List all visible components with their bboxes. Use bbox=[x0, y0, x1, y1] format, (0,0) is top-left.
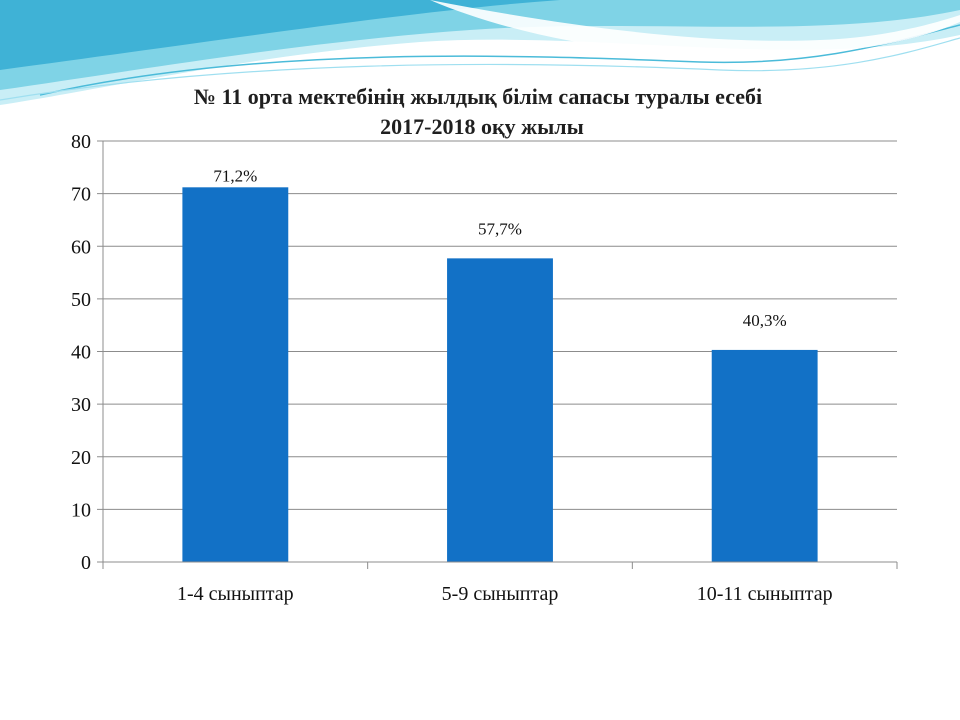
bar-2 bbox=[447, 258, 553, 562]
chart-title: № 11 орта мектебінің жылдық білім сапасы… bbox=[194, 84, 762, 139]
data-label: 57,7% bbox=[478, 219, 522, 238]
axes bbox=[97, 140, 898, 569]
y-tick-label: 40 bbox=[71, 342, 91, 364]
bars bbox=[182, 187, 818, 562]
y-tick-label: 10 bbox=[71, 499, 91, 521]
wave-line-2 bbox=[0, 37, 960, 101]
y-tick-label: 0 bbox=[81, 552, 91, 574]
y-tick-label: 50 bbox=[71, 289, 91, 311]
x-category-label: 5-9 сыныптар bbox=[442, 583, 559, 605]
y-tick-label: 20 bbox=[71, 447, 91, 469]
bar-3 bbox=[711, 349, 818, 562]
y-tick-label: 30 bbox=[71, 394, 91, 416]
x-category-label: 10-11 сыныптар bbox=[697, 583, 833, 605]
labels: 0 10 20 30 40 50 60 70 80 1-4 сыныптар 71,2% 5-9 сы… bbox=[71, 131, 833, 605]
y-tick-label: 60 bbox=[71, 236, 91, 258]
bar-1 bbox=[182, 187, 289, 562]
data-label: 40,3% bbox=[743, 311, 787, 330]
data-label: 71,2% bbox=[213, 166, 257, 185]
y-tick-label: 80 bbox=[71, 131, 91, 153]
white-streak bbox=[430, 0, 960, 56]
chart-title-line-1: № 11 орта мектебінің жылдық білім сапасы… bbox=[194, 84, 762, 109]
chart-title-line-2: 2017-2018 оқу жылы bbox=[380, 114, 584, 139]
wave-decoration-top bbox=[0, 0, 560, 70]
x-category-label: 1-4 сыныптар bbox=[177, 583, 294, 605]
y-tick-label: 70 bbox=[71, 184, 91, 206]
